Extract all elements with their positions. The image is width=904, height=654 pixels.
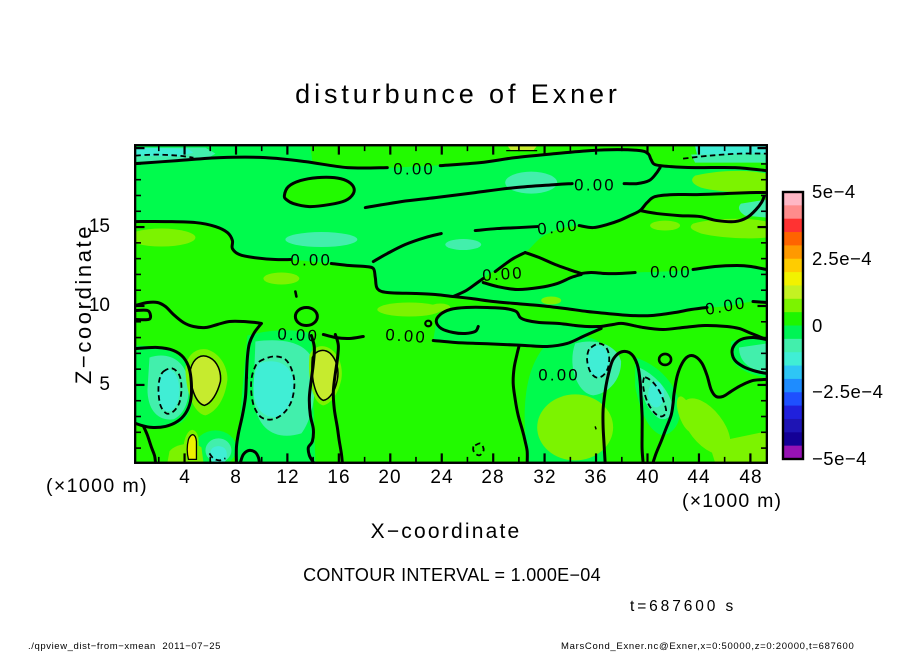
- svg-text:0.00: 0.00: [277, 325, 320, 345]
- svg-text:0.00: 0.00: [385, 326, 428, 347]
- svg-text:0.00: 0.00: [393, 161, 435, 179]
- svg-text:0.00: 0.00: [482, 264, 525, 285]
- svg-text:0.00: 0.00: [537, 216, 580, 238]
- svg-text:0.00: 0.00: [291, 252, 333, 270]
- svg-text:0.00: 0.00: [538, 366, 580, 384]
- svg-text:0.00: 0.00: [574, 177, 616, 195]
- svg-text:0.00: 0.00: [650, 264, 692, 282]
